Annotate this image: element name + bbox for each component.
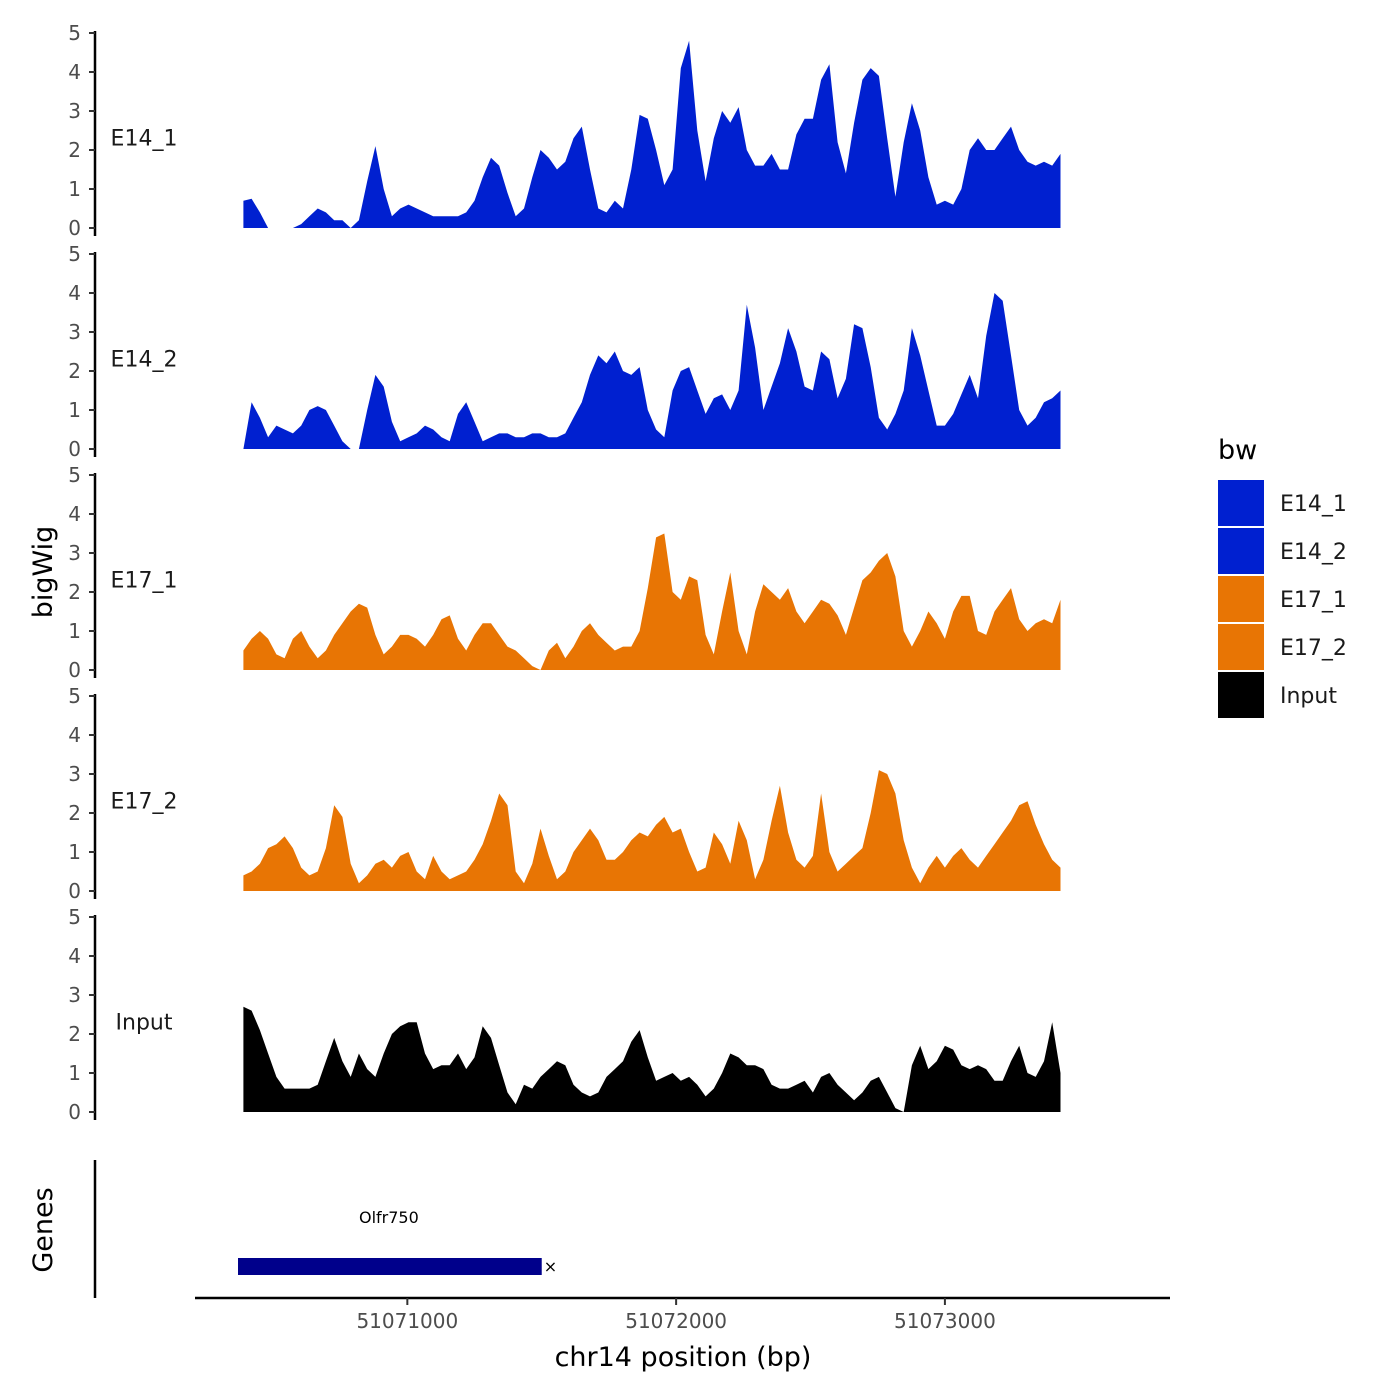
track-label-E14_2: E14_2 (111, 347, 178, 372)
y-tick-label: 2 (68, 1022, 81, 1046)
legend: bw E14_1 E14_2 E17_1 E17_2 Input (1218, 435, 1347, 718)
track-E17_2: 0 1 2 3 4 5 E17_2 (68, 684, 1061, 903)
genes-track-title: Genes (28, 1187, 59, 1272)
track-E17_1: 0 1 2 3 4 5 E17_1 (68, 463, 1061, 682)
y-tick-label: 5 (68, 684, 81, 708)
track-E14_2: 0 1 2 3 4 5 E14_2 (68, 242, 1061, 461)
x-axis-title: chr14 position (bp) (555, 1342, 812, 1373)
track-label-E17_1: E17_1 (111, 568, 178, 593)
y-tick-label: 2 (68, 801, 81, 825)
y-axis-title: bigWig (28, 526, 59, 619)
y-tick-label: 2 (68, 580, 81, 604)
y-tick-label: 3 (68, 320, 81, 344)
legend-label-E14_2: E14_2 (1280, 540, 1347, 565)
track-label-E17_2: E17_2 (111, 789, 178, 814)
y-tick-label: 2 (68, 138, 81, 162)
signal-tracks: 0 1 2 3 4 5 E14_1 0 1 2 3 4 5 E14_2 0 1 2 3 4 5 E17_1 0 1 2 3 4 5 E… (68, 21, 1061, 1124)
area-E17_1 (243, 533, 1061, 670)
x-tick-label: 51073000 (894, 1309, 996, 1333)
legend-label-E17_1: E17_1 (1280, 588, 1347, 613)
legend-title: bw (1218, 435, 1257, 466)
y-tick-label: 0 (68, 1100, 81, 1124)
area-E14_1 (243, 40, 1061, 228)
y-tick-label: 5 (68, 21, 81, 45)
y-tick-label: 5 (68, 463, 81, 487)
y-tick-label: 3 (68, 762, 81, 786)
area-E17_2 (243, 770, 1061, 891)
y-tick-label: 4 (68, 60, 81, 84)
y-tick-label: 2 (68, 359, 81, 383)
track-E14_1: 0 1 2 3 4 5 E14_1 (68, 21, 1061, 240)
legend-key-E17_2 (1218, 624, 1264, 670)
gene-strand-marker: × (544, 1257, 557, 1276)
y-tick-label: 1 (68, 619, 81, 643)
area-Input (243, 1006, 1061, 1112)
legend-label-E17_2: E17_2 (1280, 636, 1347, 661)
gene-label-Olfr750: Olfr750 (359, 1208, 419, 1227)
y-tick-label: 3 (68, 541, 81, 565)
y-tick-label: 1 (68, 177, 81, 201)
track-Input: 0 1 2 3 4 5 Input (68, 905, 1061, 1124)
y-tick-label: 4 (68, 281, 81, 305)
y-tick-label: 0 (68, 879, 81, 903)
y-tick-label: 0 (68, 658, 81, 682)
gene-track: × Olfr750 (93, 1160, 557, 1298)
y-tick-label: 1 (68, 1061, 81, 1085)
track-label-Input: Input (116, 1010, 173, 1035)
x-tick-label: 51071000 (356, 1309, 458, 1333)
y-tick-label: 4 (68, 502, 81, 526)
legend-key-E17_1 (1218, 576, 1264, 622)
legend-key-E14_2 (1218, 528, 1264, 574)
y-tick-label: 4 (68, 723, 81, 747)
y-tick-label: 1 (68, 840, 81, 864)
y-tick-label: 5 (68, 905, 81, 929)
y-tick-label: 0 (68, 216, 81, 240)
y-tick-label: 4 (68, 944, 81, 968)
y-tick-label: 3 (68, 99, 81, 123)
legend-label-Input: Input (1280, 684, 1337, 709)
y-tick-label: 1 (68, 398, 81, 422)
y-tick-label: 0 (68, 437, 81, 461)
x-axis: 51071000 51072000 51073000 (195, 1296, 1170, 1333)
x-tick-label: 51072000 (625, 1309, 727, 1333)
y-tick-label: 3 (68, 983, 81, 1007)
track-label-E14_1: E14_1 (111, 126, 178, 151)
area-E14_2 (243, 293, 1061, 449)
gene-body-Olfr750 (238, 1258, 542, 1275)
legend-label-E14_1: E14_1 (1280, 492, 1347, 517)
legend-key-Input (1218, 672, 1264, 718)
legend-key-E14_1 (1218, 480, 1264, 526)
y-tick-label: 5 (68, 242, 81, 266)
